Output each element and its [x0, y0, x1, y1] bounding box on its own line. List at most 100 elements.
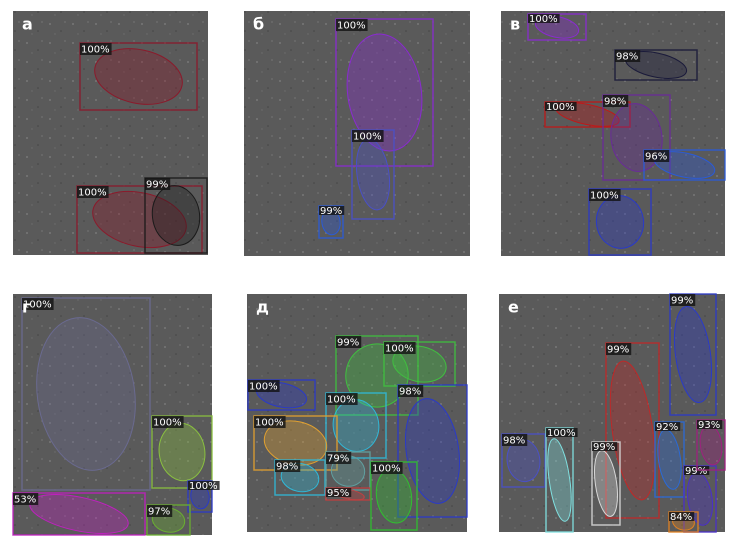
score-bg	[336, 336, 362, 348]
bounding-box	[21, 297, 151, 491]
detection-score: 100%	[255, 418, 284, 429]
score-bg	[254, 416, 286, 428]
score-bg	[248, 380, 280, 392]
score-bg	[606, 343, 632, 355]
score-bg	[603, 95, 629, 107]
score-bg	[336, 19, 368, 31]
detection-score: 98%	[276, 462, 298, 473]
detection-score: 95%	[327, 488, 349, 499]
cell-mask	[609, 360, 656, 501]
detection-score: 99%	[146, 180, 168, 191]
score-bg	[326, 452, 352, 464]
cell-mask	[36, 317, 136, 471]
bounding-box	[12, 492, 146, 536]
cell-mask	[673, 306, 713, 403]
cell-mask	[346, 33, 423, 152]
score-bg	[528, 14, 560, 23]
detection-score: 96%	[645, 152, 667, 163]
detection-score: 100%	[353, 132, 382, 143]
score-bg	[147, 505, 173, 517]
detection-score: 100%	[78, 188, 107, 199]
cell-mask	[151, 185, 201, 246]
detection-score: 100%	[81, 45, 110, 56]
panel-letter: д	[256, 298, 269, 317]
detection-score: 100%	[153, 418, 182, 429]
score-bg	[669, 512, 695, 521]
score-bg	[398, 385, 424, 397]
bounding-box	[643, 149, 726, 181]
score-bg	[615, 50, 641, 62]
bounding-box	[397, 384, 468, 518]
detection-score: 100%	[23, 300, 52, 311]
score-bg	[145, 178, 171, 190]
detection-score: 100%	[590, 191, 619, 202]
detection-score: 99%	[607, 345, 629, 356]
detection-score: 79%	[327, 454, 349, 465]
score-bg	[371, 462, 403, 474]
micrograph	[501, 11, 725, 256]
panel-letter: е	[508, 298, 519, 317]
detection-score: 98%	[399, 387, 421, 398]
detection-score: 84%	[670, 512, 692, 523]
panel-letter: а	[22, 15, 33, 34]
score-bg	[384, 342, 416, 354]
detection-score: 99%	[685, 466, 707, 477]
detection-score: 99%	[320, 206, 342, 217]
micrograph	[247, 294, 467, 532]
score-bg	[275, 460, 301, 472]
score-bg	[592, 442, 618, 451]
detection-score: 97%	[148, 507, 170, 518]
score-bg	[546, 428, 578, 437]
detection-score: 93%	[698, 420, 720, 431]
detection-score: 99%	[671, 296, 693, 307]
detection-score: 92%	[656, 422, 678, 433]
bounding-box	[247, 379, 316, 411]
score-bg	[326, 393, 358, 405]
detection-score: 100%	[327, 395, 356, 406]
detection-score: 100%	[529, 14, 558, 25]
detection-score: 98%	[503, 436, 525, 447]
bounding-box	[614, 49, 698, 81]
score-bg	[670, 294, 696, 306]
panel-letter: б	[253, 15, 264, 34]
score-bg	[545, 102, 577, 111]
detection-score: 100%	[337, 21, 366, 32]
bounding-box	[76, 185, 203, 254]
cell-mask	[405, 398, 460, 504]
bounding-box	[79, 42, 198, 111]
score-bg	[152, 416, 184, 428]
cell-mask	[392, 345, 447, 383]
detection-score: 100%	[546, 102, 575, 113]
detection-score: 100%	[249, 382, 278, 393]
score-bg	[77, 186, 109, 198]
detection-score: 98%	[616, 52, 638, 63]
detection-score: 100%	[385, 344, 414, 355]
panel-letter: г	[22, 298, 30, 317]
score-bg	[319, 206, 345, 215]
score-bg	[352, 130, 384, 142]
detection-score: 99%	[337, 338, 359, 349]
cell-mask	[547, 438, 572, 522]
cell-mask	[94, 48, 183, 105]
score-bg	[22, 298, 54, 310]
detection-score: 100%	[189, 481, 218, 492]
score-bg	[655, 422, 681, 431]
score-bg	[644, 150, 670, 162]
detection-score: 53%	[14, 495, 36, 506]
detection-score: 99%	[593, 442, 615, 453]
score-bg	[80, 43, 112, 55]
bounding-box	[544, 101, 631, 128]
detection-score: 100%	[372, 464, 401, 475]
detection-score: 98%	[604, 97, 626, 108]
bounding-box	[602, 94, 671, 181]
score-bg	[188, 481, 220, 490]
score-bg	[589, 189, 621, 201]
score-bg	[13, 493, 39, 505]
bounding-box	[335, 18, 434, 167]
score-bg	[502, 434, 528, 446]
score-bg	[697, 420, 723, 429]
score-bg	[326, 488, 352, 497]
detection-score: 100%	[547, 428, 576, 439]
bounding-box	[144, 177, 208, 254]
